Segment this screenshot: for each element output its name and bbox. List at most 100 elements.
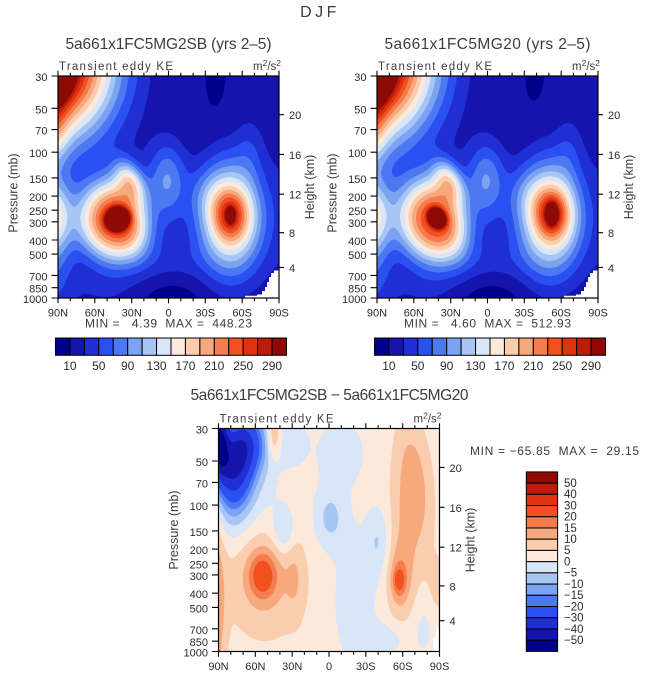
svg-text:m2/s2: m2/s2 [253, 58, 281, 73]
svg-text:Height (km): Height (km) [303, 155, 317, 220]
svg-text:50: 50 [92, 359, 106, 373]
svg-text:300: 300 [348, 218, 366, 230]
svg-text:5a661x1FC5MG2SB (yrs 2–5): 5a661x1FC5MG2SB (yrs 2–5) [66, 36, 272, 53]
svg-text:130: 130 [466, 359, 486, 373]
svg-text:70: 70 [196, 478, 208, 490]
svg-text:70: 70 [354, 126, 366, 138]
svg-text:15: 15 [564, 523, 577, 535]
svg-text:300: 300 [29, 218, 47, 230]
svg-text:1000: 1000 [184, 648, 208, 660]
svg-text:30S: 30S [515, 308, 535, 320]
svg-text:200: 200 [190, 545, 208, 557]
svg-text:500: 500 [29, 250, 47, 262]
svg-text:Height (km): Height (km) [622, 155, 636, 220]
svg-text:16: 16 [289, 150, 301, 162]
svg-text:20: 20 [289, 110, 301, 122]
svg-text:170: 170 [175, 359, 195, 373]
svg-text:30N: 30N [282, 661, 302, 673]
svg-text:50: 50 [196, 457, 208, 469]
svg-text:850: 850 [29, 284, 47, 296]
svg-text:4: 4 [608, 263, 614, 275]
svg-text:40: 40 [564, 489, 577, 501]
svg-text:50: 50 [411, 359, 425, 373]
svg-text:8: 8 [289, 228, 295, 240]
svg-text:5a661x1FC5MG2SB − 5a661x1FC5MG: 5a661x1FC5MG2SB − 5a661x1FC5MG20 [191, 387, 469, 404]
svg-text:130: 130 [147, 359, 167, 373]
svg-text:m2/s2: m2/s2 [572, 58, 600, 73]
svg-text:DJF: DJF [300, 4, 340, 21]
svg-text:20: 20 [450, 463, 462, 475]
svg-text:200: 200 [348, 192, 366, 204]
svg-text:−5: −5 [564, 568, 577, 580]
svg-text:400: 400 [29, 236, 47, 248]
svg-text:700: 700 [348, 271, 366, 283]
svg-text:Transient eddy KE: Transient eddy KE [59, 61, 173, 73]
svg-text:50: 50 [354, 104, 366, 116]
svg-text:Transient eddy KE: Transient eddy KE [220, 414, 334, 426]
svg-text:−30: −30 [564, 613, 584, 625]
svg-text:210: 210 [204, 359, 224, 373]
svg-text:12: 12 [450, 543, 462, 555]
svg-text:0: 0 [484, 308, 490, 320]
svg-text:90S: 90S [430, 661, 450, 673]
svg-text:12: 12 [289, 190, 301, 202]
svg-text:850: 850 [190, 637, 208, 649]
svg-text:0: 0 [564, 556, 570, 568]
svg-text:100: 100 [190, 501, 208, 513]
svg-text:−40: −40 [564, 624, 584, 636]
svg-text:700: 700 [190, 625, 208, 637]
svg-text:60N: 60N [245, 661, 265, 673]
svg-text:Pressure (mb): Pressure (mb) [7, 153, 21, 232]
svg-text:30: 30 [196, 425, 208, 437]
svg-text:50: 50 [564, 478, 577, 490]
svg-text:400: 400 [348, 236, 366, 248]
svg-text:90N: 90N [208, 661, 228, 673]
svg-text:90N: 90N [367, 308, 387, 320]
svg-text:50: 50 [35, 104, 47, 116]
svg-text:100: 100 [29, 148, 47, 160]
svg-text:30N: 30N [441, 308, 461, 320]
svg-text:150: 150 [29, 174, 47, 186]
svg-text:290: 290 [581, 359, 601, 373]
svg-text:250: 250 [29, 206, 47, 218]
svg-text:250: 250 [552, 359, 572, 373]
svg-text:300: 300 [190, 571, 208, 583]
svg-text:MIN = 4.39 MAX = 448.23: MIN = 4.39 MAX = 448.23 [85, 317, 252, 331]
svg-text:60N: 60N [85, 308, 105, 320]
svg-text:−15: −15 [564, 590, 584, 602]
svg-text:500: 500 [190, 603, 208, 615]
svg-text:8: 8 [450, 581, 456, 593]
svg-text:500: 500 [348, 250, 366, 262]
svg-text:290: 290 [262, 359, 282, 373]
svg-text:150: 150 [190, 527, 208, 539]
svg-text:16: 16 [450, 503, 462, 515]
svg-text:30S: 30S [196, 308, 216, 320]
svg-text:90S: 90S [588, 308, 608, 320]
svg-text:4: 4 [450, 616, 456, 628]
svg-text:−10: −10 [564, 579, 584, 591]
svg-text:Transient eddy KE: Transient eddy KE [378, 61, 492, 73]
svg-text:20: 20 [564, 512, 577, 524]
svg-text:60S: 60S [551, 308, 571, 320]
svg-text:MIN = 4.60 MAX = 512.93: MIN = 4.60 MAX = 512.93 [404, 317, 571, 331]
svg-text:Pressure (mb): Pressure (mb) [167, 490, 181, 569]
svg-text:1000: 1000 [342, 294, 366, 306]
svg-text:700: 700 [29, 271, 47, 283]
svg-text:10: 10 [382, 359, 396, 373]
svg-text:10: 10 [564, 534, 577, 546]
svg-text:Pressure (mb): Pressure (mb) [326, 153, 340, 232]
svg-text:5a661x1FC5MG20 (yrs 2–5): 5a661x1FC5MG20 (yrs 2–5) [385, 36, 591, 53]
svg-text:1000: 1000 [23, 294, 47, 306]
svg-text:90N: 90N [48, 308, 68, 320]
svg-text:16: 16 [608, 150, 620, 162]
svg-text:30S: 30S [356, 661, 376, 673]
svg-text:90S: 90S [269, 308, 289, 320]
svg-text:30: 30 [354, 72, 366, 84]
svg-text:5: 5 [564, 545, 570, 557]
svg-text:Height (km): Height (km) [464, 508, 478, 573]
svg-text:30N: 30N [122, 308, 142, 320]
svg-text:850: 850 [348, 284, 366, 296]
svg-text:400: 400 [190, 589, 208, 601]
svg-text:30: 30 [564, 500, 577, 512]
svg-text:150: 150 [348, 174, 366, 186]
